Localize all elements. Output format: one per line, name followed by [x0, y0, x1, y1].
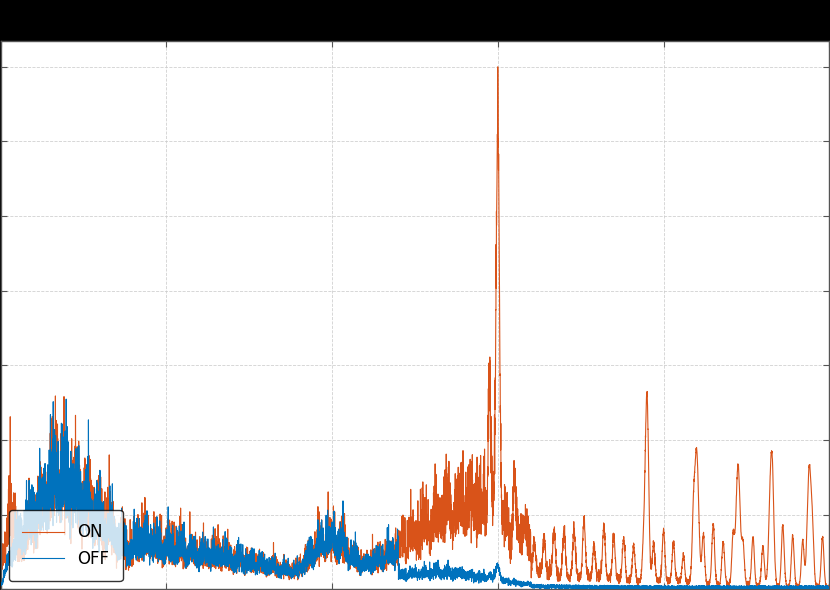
ON: [610, 548, 620, 555]
OFF: [654, 584, 664, 590]
ON: [295, 567, 305, 574]
Line: ON: ON: [1, 67, 829, 588]
Line: OFF: OFF: [1, 399, 829, 589]
OFF: [824, 584, 830, 590]
OFF: [0, 580, 6, 587]
OFF: [61, 395, 71, 402]
OFF: [486, 572, 496, 579]
ON: [493, 63, 503, 70]
Legend: ON, OFF: ON, OFF: [9, 510, 123, 581]
OFF: [818, 586, 828, 590]
ON: [824, 584, 830, 590]
OFF: [610, 583, 620, 590]
ON: [0, 557, 6, 564]
ON: [522, 512, 532, 519]
OFF: [295, 564, 305, 571]
ON: [654, 576, 664, 584]
OFF: [37, 474, 47, 481]
ON: [823, 584, 830, 590]
ON: [37, 504, 47, 511]
OFF: [522, 581, 532, 588]
ON: [486, 460, 496, 467]
